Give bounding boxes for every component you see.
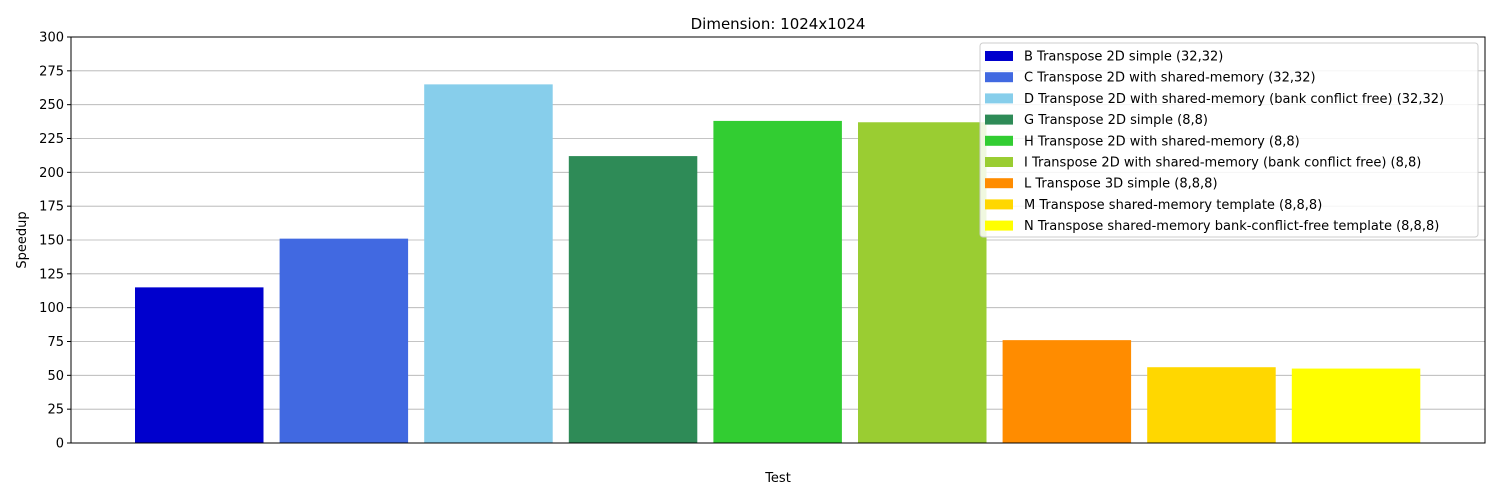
y-tick-label: 100 [39,301,64,316]
legend-swatch [985,72,1013,83]
legend-label: N Transpose shared-memory bank-conflict-… [1024,219,1439,234]
chart-title: Dimension: 1024x1024 [691,15,866,33]
y-tick-label: 150 [39,234,64,249]
bar-h [1147,367,1276,443]
legend-swatch [985,199,1013,210]
legend-swatch [985,220,1013,231]
y-tick-label: 175 [39,200,64,215]
y-tick-label: 300 [39,31,64,46]
legend-box [979,42,1479,238]
x-axis-label: Test [764,471,791,486]
y-tick-label: 275 [39,64,64,79]
legend-label: D Transpose 2D with shared-memory (bank … [1024,92,1444,107]
legend: B Transpose 2D simple (32,32) C Transpose… [979,42,1479,238]
bar-c [424,84,553,443]
bar-i [1291,368,1421,443]
bars [135,84,1421,444]
y-tick-label: 25 [47,403,64,418]
legend-swatch [985,51,1013,61]
y-axis-ticks: 0 25 50 75 100 125 150 175 200 225 250 275 300 [39,31,71,452]
legend-label: L Transpose 3D simple (8,8,8) [1024,177,1218,192]
legend-swatch [985,157,1013,167]
legend-label: H Transpose 2D with shared-memory (8,8) [1024,134,1300,149]
bar-b [279,238,409,443]
y-tick-label: 75 [47,335,64,350]
legend-swatch [985,93,1013,104]
y-tick-label: 125 [39,267,64,282]
y-tick-label: 0 [56,437,64,452]
y-tick-label: 250 [39,98,64,113]
y-tick-label: 200 [39,166,64,181]
y-tick-label: 50 [47,369,64,384]
legend-swatch [985,114,1013,125]
legend-swatch [985,135,1013,146]
legend-label: B Transpose 2D simple (32,32) [1024,50,1223,65]
bar-f [858,122,987,443]
legend-label: I Transpose 2D with shared-memory (bank … [1024,156,1421,171]
legend-label: C Transpose 2D with shared-memory (32,32… [1024,71,1316,86]
y-tick-label: 225 [39,132,64,147]
bar-e [713,120,842,443]
legend-swatch [985,178,1013,189]
legend-label: G Transpose 2D simple (8,8) [1024,113,1208,128]
bar-g [1002,340,1132,443]
bar-d [568,156,698,444]
y-axis-label: Speedup [15,211,30,268]
legend-label: M Transpose shared-memory template (8,8,… [1024,198,1322,213]
bar-a [135,287,264,443]
